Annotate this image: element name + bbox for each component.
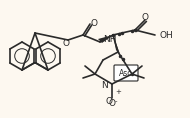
Text: NH: NH — [103, 36, 116, 44]
Text: +: + — [115, 89, 121, 95]
Text: N: N — [101, 80, 108, 89]
Text: O: O — [90, 19, 97, 27]
Text: O: O — [108, 99, 116, 107]
Text: O: O — [105, 97, 112, 107]
Text: Asc: Asc — [119, 69, 133, 78]
Text: O: O — [142, 13, 149, 23]
Text: O: O — [63, 38, 70, 48]
Polygon shape — [98, 35, 113, 43]
FancyBboxPatch shape — [114, 65, 138, 81]
Text: -: - — [115, 98, 117, 104]
Text: OH: OH — [160, 30, 174, 40]
Polygon shape — [113, 35, 120, 54]
